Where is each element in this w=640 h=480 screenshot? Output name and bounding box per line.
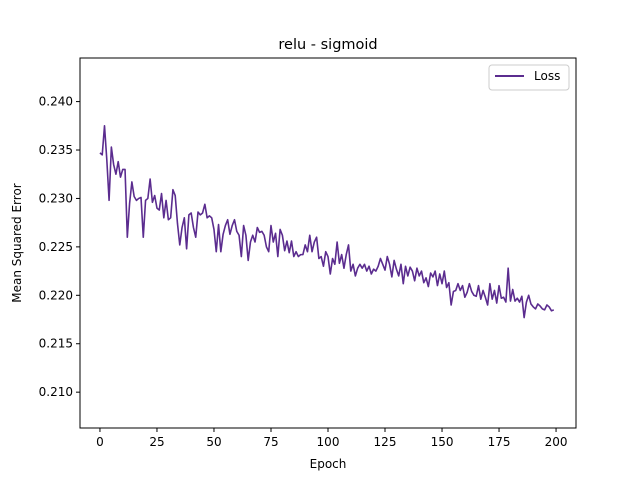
- x-tick-label: 75: [263, 435, 278, 449]
- y-tick-label: 0.210: [39, 385, 73, 399]
- series-line-loss: [99, 125, 555, 319]
- chart-title: relu - sigmoid: [278, 37, 377, 53]
- legend: Loss: [488, 64, 570, 91]
- x-tick-label: 175: [488, 435, 511, 449]
- y-tick-label: 0.225: [39, 240, 73, 254]
- y-axis-label: Mean Squared Error: [10, 183, 24, 303]
- legend-label-loss: Loss: [534, 69, 560, 83]
- x-tick-label: 100: [317, 435, 340, 449]
- y-tick-label: 0.235: [39, 143, 73, 157]
- x-tick-label: 125: [374, 435, 397, 449]
- y-tick-label: 0.215: [39, 337, 73, 351]
- x-axis: 0 25 50 75 100 125 150 175 200: [96, 428, 567, 449]
- legend-box: [488, 64, 570, 91]
- x-tick-label: 50: [206, 435, 221, 449]
- y-tick-label: 0.240: [39, 95, 73, 109]
- series-layer: [99, 125, 555, 319]
- x-axis-label: Epoch: [310, 457, 347, 471]
- x-tick-label: 200: [545, 435, 568, 449]
- y-tick-label: 0.230: [39, 191, 73, 205]
- y-tick-label: 0.220: [39, 288, 73, 302]
- x-tick-label: 0: [96, 435, 104, 449]
- x-tick-label: 25: [149, 435, 164, 449]
- y-axis: 0.210 0.215 0.220 0.225 0.230 0.235 0.240: [39, 95, 80, 399]
- x-tick-label: 150: [431, 435, 454, 449]
